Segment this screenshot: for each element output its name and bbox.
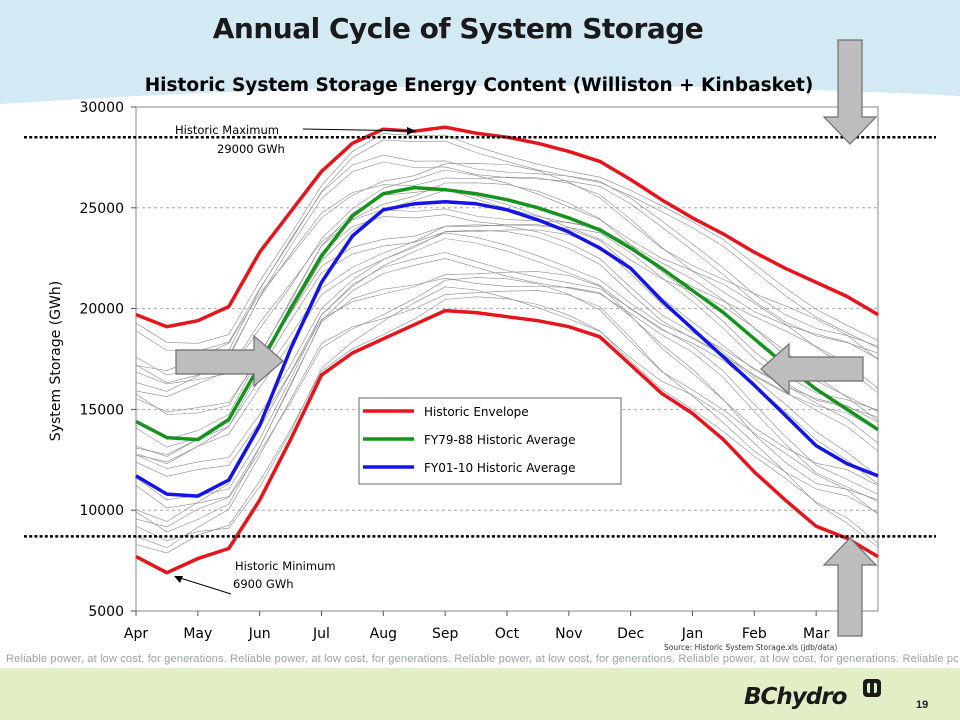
historic-year-line <box>135 232 879 477</box>
indicator-arrows <box>175 39 878 637</box>
max-annotation-label: Historic Maximum <box>175 123 279 137</box>
x-tick-label: Jun <box>248 626 271 642</box>
y-tick-label: 20000 <box>79 302 124 318</box>
x-tick-label: Oct <box>495 626 520 642</box>
y-tick-label: 15000 <box>79 402 124 418</box>
x-tick-label: Dec <box>617 626 644 642</box>
x-tick-label: Apr <box>124 626 148 642</box>
annotations: Historic Maximum 29000 GWh Historic Minimu… <box>174 123 417 595</box>
max-annotation-arrowhead <box>407 127 416 135</box>
bchydro-logo: BChydro <box>744 679 881 710</box>
x-tick-label: Jul <box>312 626 330 642</box>
x-tick-label: Feb <box>742 626 767 642</box>
x-tick-label: May <box>183 626 212 642</box>
svg-text:BChydro: BChydro <box>744 684 847 710</box>
x-tick-label: Mar <box>803 626 830 642</box>
bchydro-logo-icon <box>863 679 881 697</box>
min-annotation-arrow <box>176 576 232 595</box>
legend-label: FY79-88 Historic Average <box>424 433 576 447</box>
historic-year-line <box>135 229 879 463</box>
down-arrow-indicator <box>822 39 878 145</box>
legend: Historic Envelope FY79-88 Historic Averag… <box>358 397 622 485</box>
historic-year-line <box>135 252 879 501</box>
historic-year-line <box>135 286 879 548</box>
historic-year-line <box>135 169 879 394</box>
source-note: Source: Historic System Storage.xls (jdb… <box>664 643 837 652</box>
historic-year-line <box>135 277 879 528</box>
historic-year-line <box>135 163 879 372</box>
top-band <box>0 0 960 104</box>
x-tick-label: Aug <box>370 626 397 642</box>
tagline: Reliable power, at low cost, for generat… <box>6 653 958 665</box>
reference-lines <box>24 135 936 538</box>
max-annotation-arrow <box>302 128 417 132</box>
y-tick-label: 5000 <box>88 604 124 620</box>
min-annotation-arrowhead <box>174 576 183 583</box>
y-tick-label: 25000 <box>79 201 124 217</box>
x-tick-label: Nov <box>555 626 582 642</box>
right-arrow-indicator <box>175 334 284 388</box>
gridlines <box>136 207 878 511</box>
legend-label: Historic Envelope <box>424 405 529 419</box>
historic-year-line <box>135 139 879 352</box>
historic-year-line <box>135 154 879 376</box>
up-arrow-indicator <box>822 537 878 637</box>
x-tick-label: Jan <box>681 626 704 642</box>
y-axis-label: System Storage (GWh) <box>48 281 64 441</box>
min-annotation-label: Historic Minimum <box>235 559 336 573</box>
historic-year-lines <box>135 133 879 554</box>
max-annotation-value: 29000 GWh <box>217 142 285 156</box>
bottom-band <box>0 668 960 720</box>
x-tick-label: Sep <box>432 626 459 642</box>
historic-year-line <box>135 277 879 533</box>
historic-year-line <box>135 296 879 554</box>
historic-envelope-upper-line <box>135 125 879 329</box>
legend-label: FY01-10 Historic Average <box>424 461 576 475</box>
axes: 5000 10000 15000 20000 25000 30000 Apr May Jun Ju… <box>79 100 829 642</box>
historic-year-line <box>135 176 879 392</box>
historic-year-line <box>135 161 879 384</box>
historic-year-line <box>135 182 879 398</box>
historic-year-line <box>135 290 879 549</box>
left-arrow-indicator <box>760 342 864 396</box>
slide-title: Annual Cycle of System Storage <box>212 12 704 45</box>
y-tick-label: 10000 <box>79 503 124 519</box>
historic-envelope-lower-line <box>135 308 879 575</box>
page-number: 19 <box>916 699 929 711</box>
min-annotation-value: 6900 GWh <box>233 577 294 591</box>
y-tick-label: 30000 <box>79 100 124 116</box>
fy01-10-historic-average-line <box>135 200 879 498</box>
chart-title: Historic System Storage Energy Content (… <box>145 75 814 96</box>
historic-year-line <box>135 133 879 344</box>
